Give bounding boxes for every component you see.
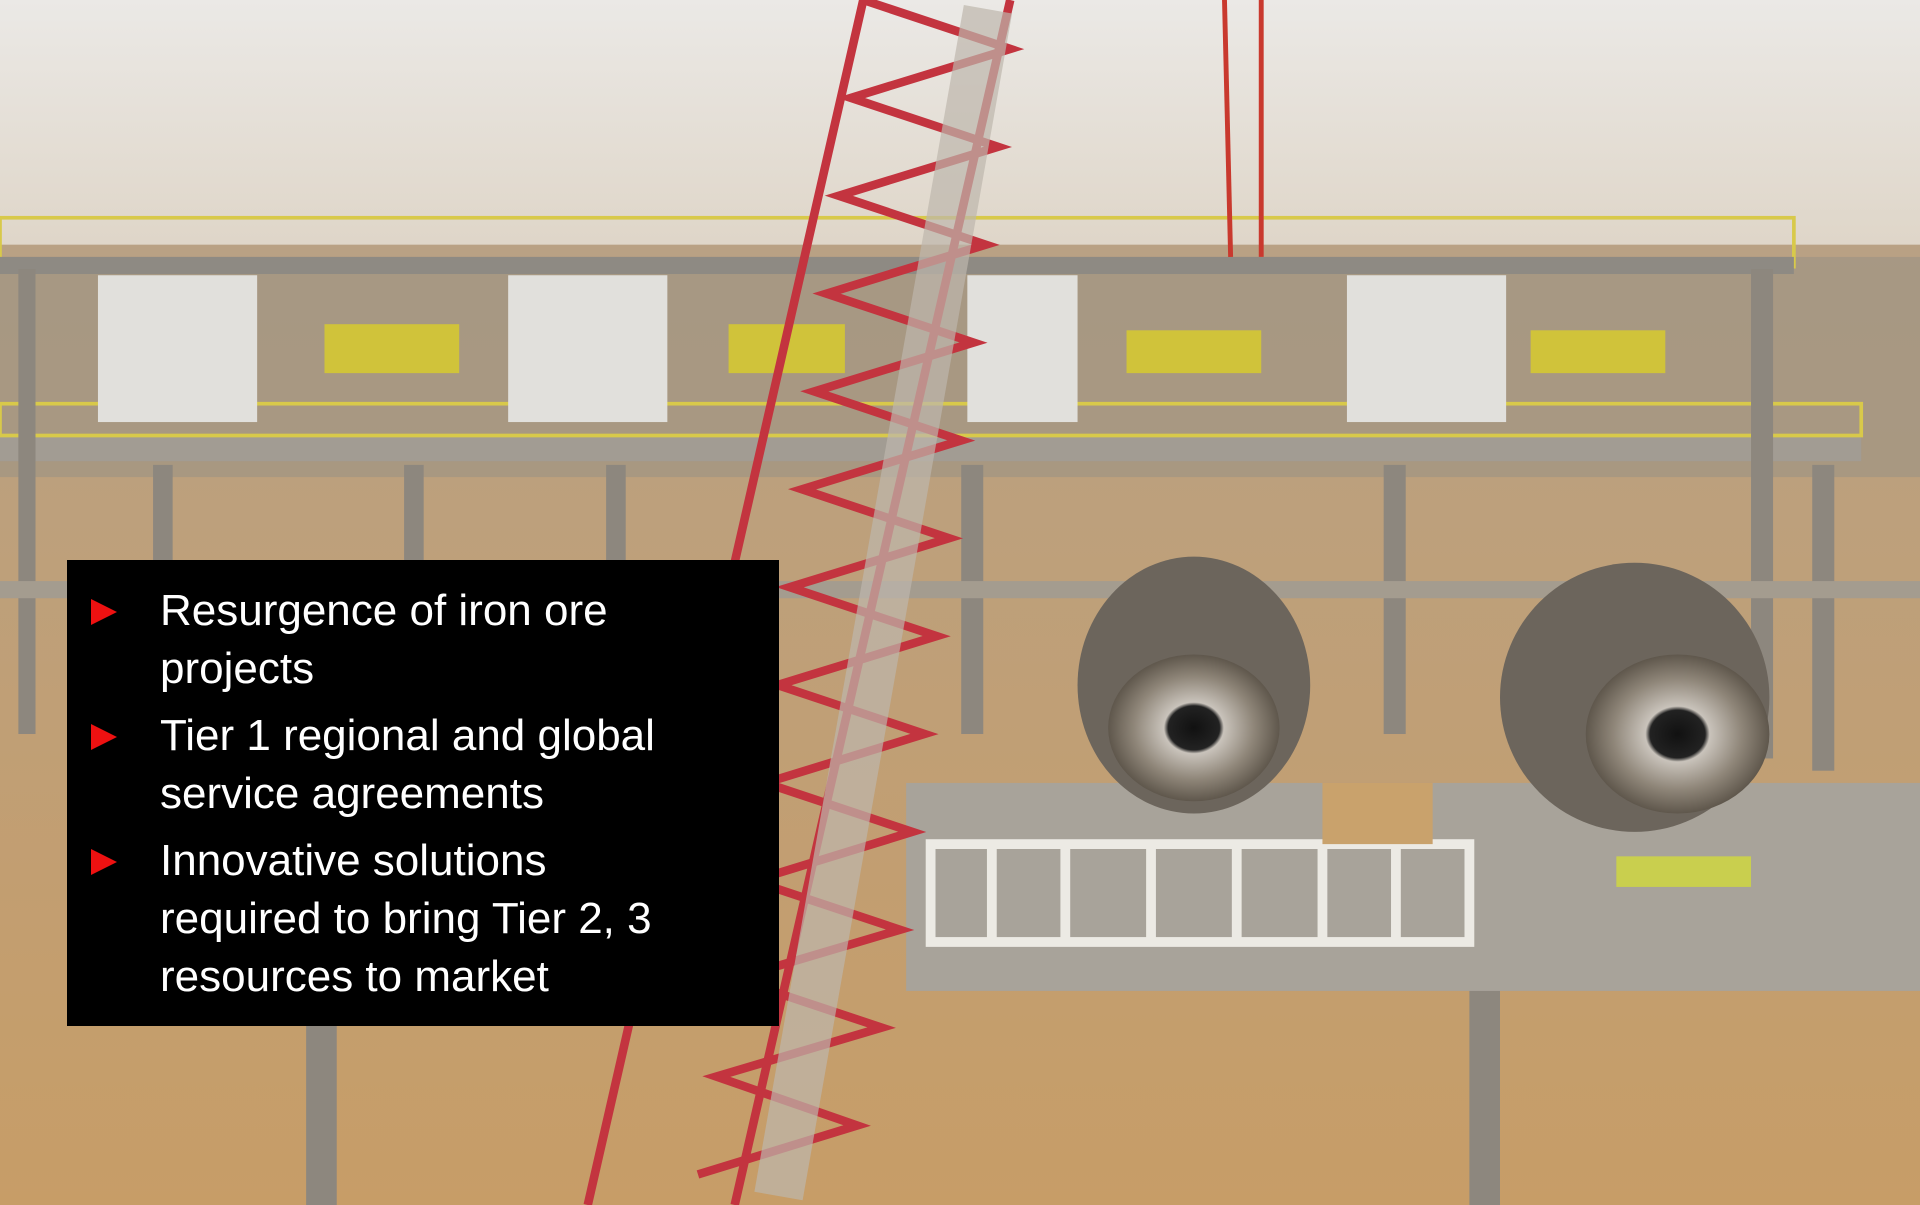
- bullet-text: Tier 1 regional and global service agree…: [160, 711, 655, 818]
- bullet-item: Tier 1 regional and global service agree…: [67, 707, 720, 823]
- bullet-item: Resurgence of iron ore projects: [67, 582, 720, 698]
- bullet-item: Innovative solutions required to bring T…: [67, 832, 720, 1006]
- bullet-marker: [91, 849, 117, 875]
- bullet-list: Resurgence of iron ore projects Tier 1 r…: [67, 582, 779, 1006]
- bullet-box: Resurgence of iron ore projects Tier 1 r…: [67, 560, 779, 1026]
- bullet-marker: [91, 599, 117, 625]
- bullet-text: Innovative solutions required to bring T…: [160, 836, 652, 1001]
- bullet-marker: [91, 724, 117, 750]
- bullet-text: Resurgence of iron ore projects: [160, 586, 608, 693]
